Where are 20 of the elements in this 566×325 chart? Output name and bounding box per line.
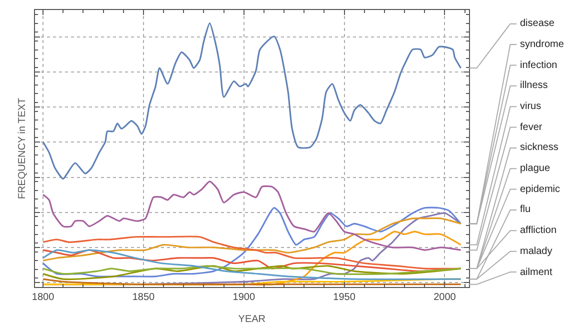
x-tick-label: 1850 <box>132 292 156 303</box>
x-tick-label: 1800 <box>32 292 55 303</box>
text: malady <box>520 246 552 257</box>
text: infection <box>520 60 558 71</box>
x-tick-label: 1900 <box>232 292 256 303</box>
y-axis-title: FREQUENCY in TEXT <box>17 98 28 200</box>
text: fever <box>520 122 543 133</box>
text: sickness <box>520 142 558 153</box>
text: syndrome <box>520 39 564 50</box>
text: plague <box>520 163 550 174</box>
text: ailment <box>520 267 552 278</box>
x-tick-label: 2000 <box>434 292 456 303</box>
text: epidemic <box>520 184 560 195</box>
text: affliction <box>520 225 557 236</box>
text: illness <box>520 80 548 91</box>
text: disease <box>520 18 555 29</box>
text: virus <box>520 101 542 112</box>
x-tick-label: 1950 <box>333 292 356 303</box>
text: flu <box>520 204 531 215</box>
x-axis-title: YEAR <box>238 314 266 325</box>
